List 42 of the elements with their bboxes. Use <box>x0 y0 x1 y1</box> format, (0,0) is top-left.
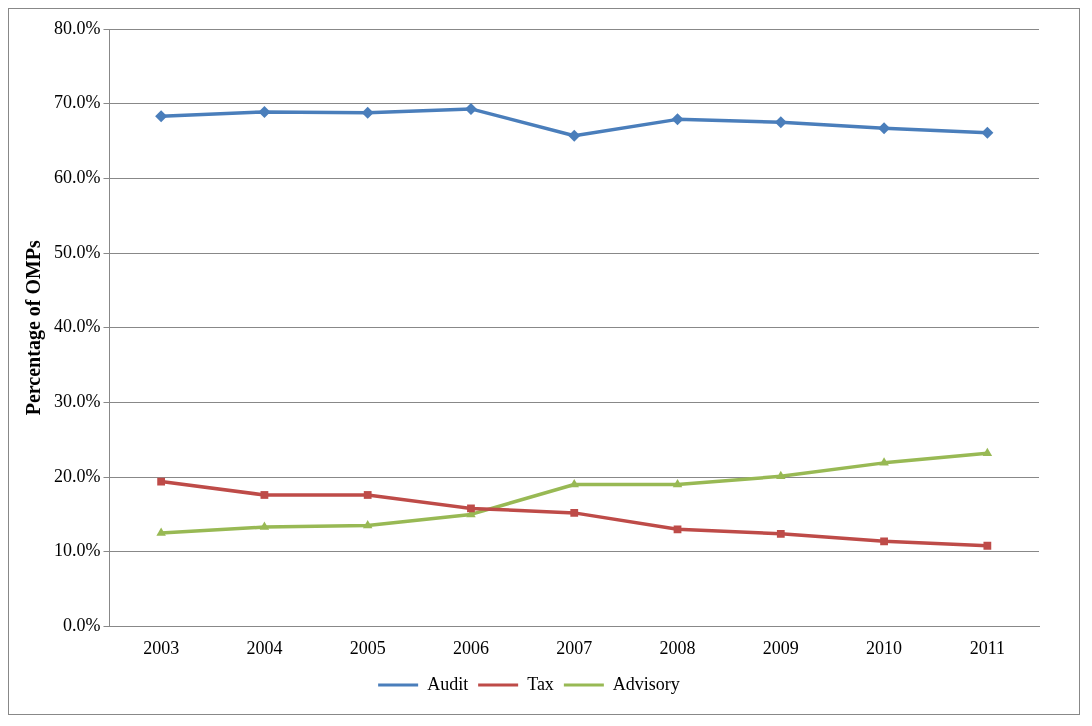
point <box>673 525 682 534</box>
point <box>157 477 166 486</box>
x-tick-label: 2007 <box>556 637 593 658</box>
legend-label: Audit <box>427 673 469 694</box>
point <box>983 541 992 550</box>
x-tick-label: 2008 <box>659 637 696 658</box>
point <box>672 479 683 488</box>
x-tick-label: 2004 <box>246 637 283 658</box>
y-tick-label: 10.0% <box>53 540 101 561</box>
point <box>258 105 271 118</box>
legend-label: Advisory <box>612 673 680 694</box>
point <box>776 529 785 538</box>
point <box>776 470 786 480</box>
point <box>467 504 475 513</box>
x-tick-label: 2005 <box>349 637 386 658</box>
legend-label: Tax <box>527 673 554 694</box>
point <box>260 491 269 499</box>
x-tick-label: 2011 <box>969 637 1006 658</box>
x-tick-label: 2003 <box>143 637 180 658</box>
point <box>362 520 373 529</box>
y-tick-label: 80.0% <box>53 17 101 38</box>
point <box>880 537 888 546</box>
y-tick-label: 60.0% <box>53 167 101 188</box>
x-tick-label: 2009 <box>762 637 799 658</box>
y-tick-label: 40.0% <box>53 316 101 337</box>
x-tick-label: 2006 <box>452 637 489 658</box>
point <box>879 457 889 466</box>
y-tick-label: 0.0% <box>62 615 101 636</box>
point <box>156 527 166 536</box>
y-axis-title: Percentage of OMPs <box>22 239 46 416</box>
point <box>981 126 994 139</box>
y-tick-label: 50.0% <box>53 241 101 262</box>
point <box>982 447 993 456</box>
point <box>570 509 579 517</box>
y-tick-label: 20.0% <box>53 465 101 486</box>
point <box>568 129 581 142</box>
point <box>363 491 372 499</box>
point <box>259 521 270 530</box>
x-tick-label: 2010 <box>866 637 903 658</box>
point <box>569 479 580 488</box>
y-tick-label: 70.0% <box>53 92 101 113</box>
y-tick-label: 30.0% <box>53 391 101 412</box>
